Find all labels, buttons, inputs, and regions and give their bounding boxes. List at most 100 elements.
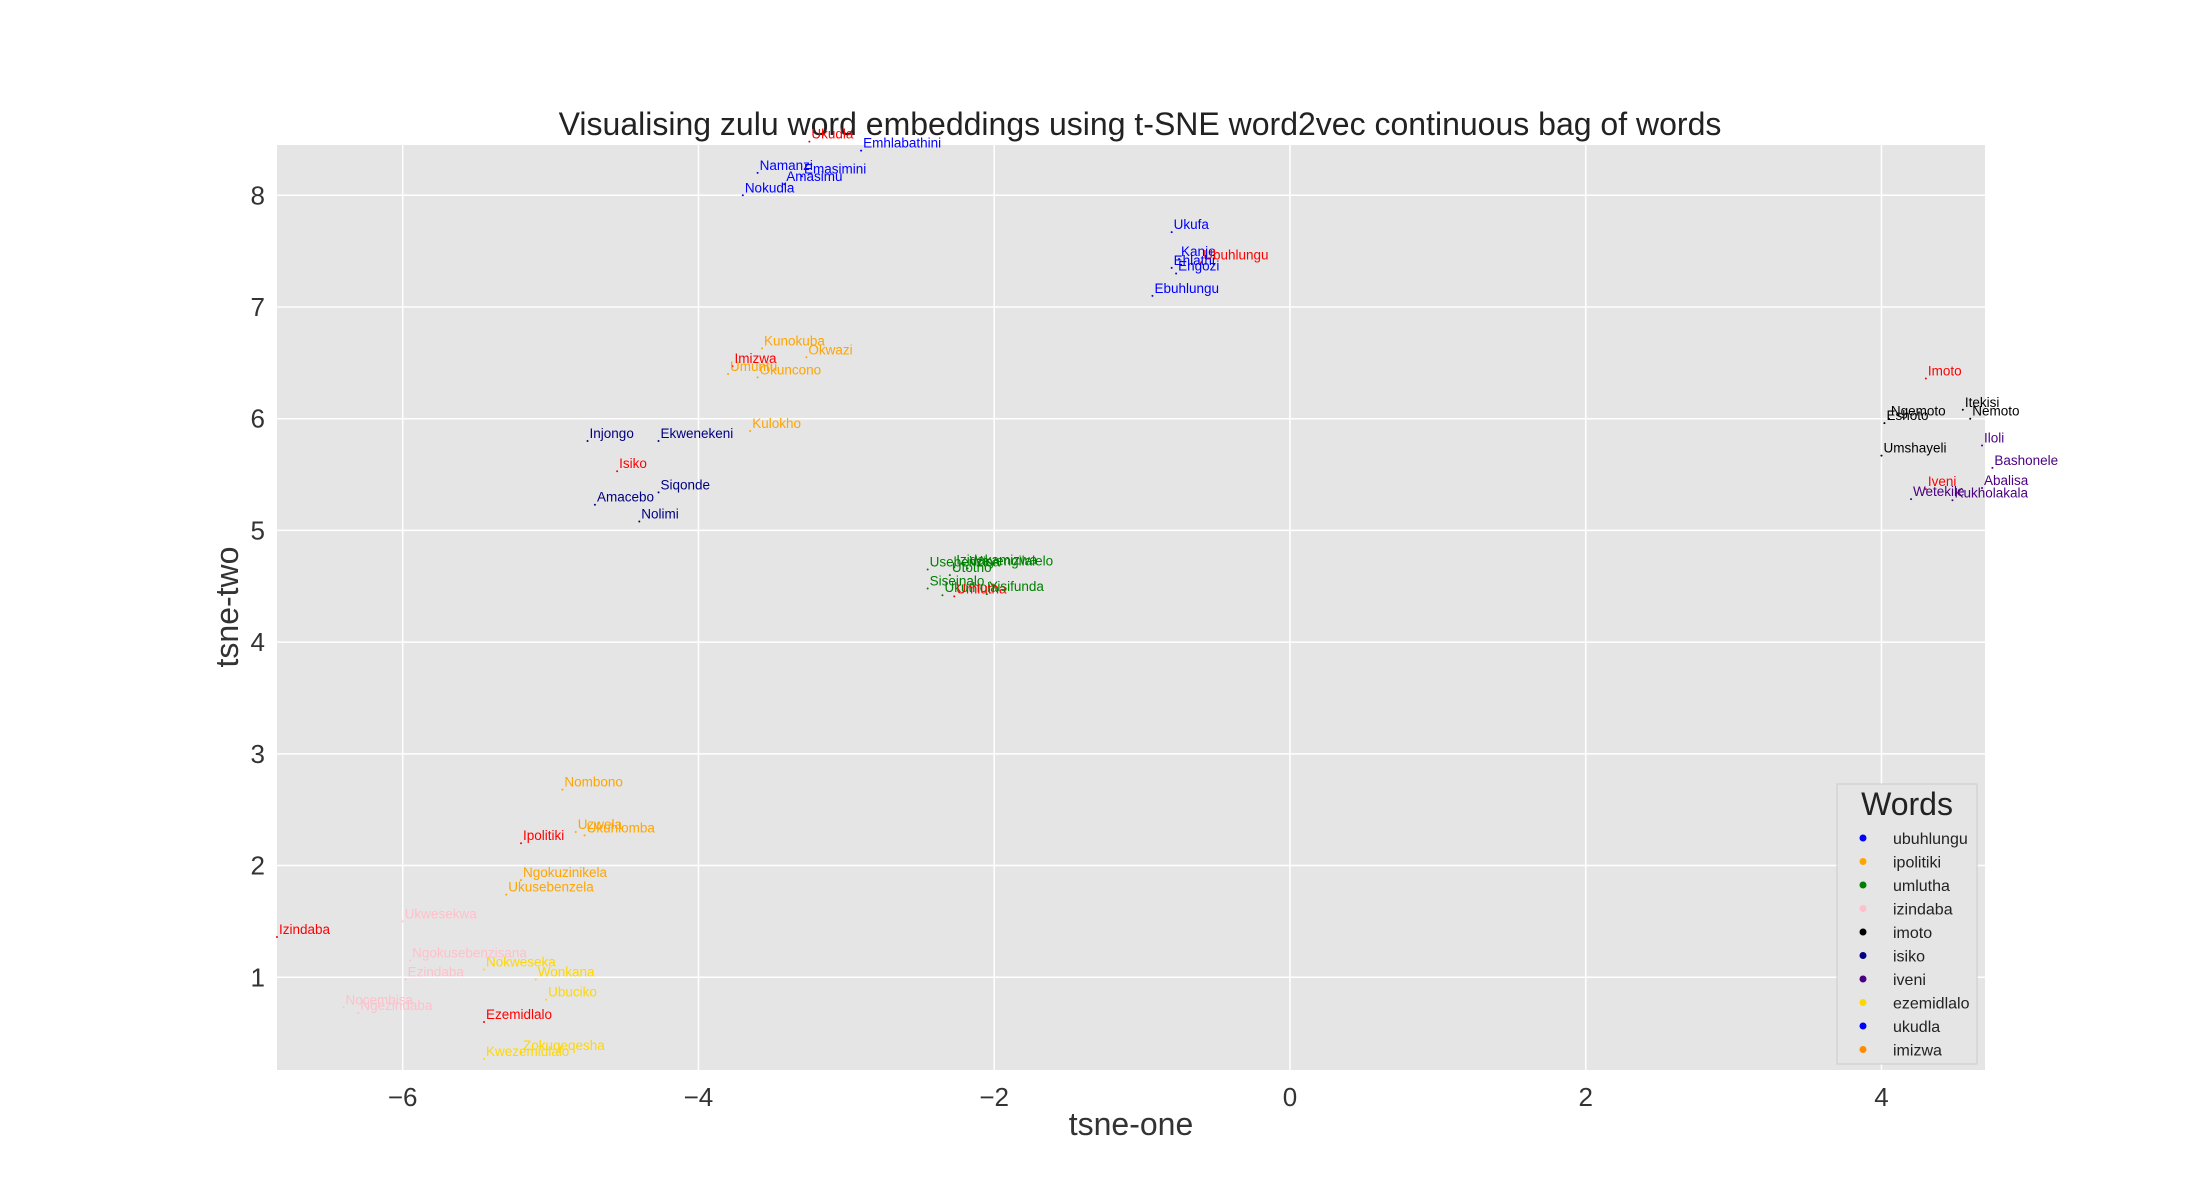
data-point bbox=[1910, 498, 1913, 501]
legend-entry-label: iveni bbox=[1893, 972, 1926, 989]
legend-box bbox=[1836, 783, 1978, 1065]
data-point bbox=[1924, 377, 1927, 380]
legend: Words ubuhlungu ipolitiki umlutha izindaba i… bbox=[1836, 783, 1978, 1065]
legend-marker bbox=[1859, 858, 1867, 865]
data-point bbox=[483, 968, 486, 971]
legend-entry-label: isiko bbox=[1893, 949, 1925, 966]
data-point bbox=[616, 470, 619, 473]
legend-marker bbox=[1859, 999, 1867, 1006]
legend-entry-label: umlutha bbox=[1893, 878, 1950, 895]
point-label: Nombono bbox=[564, 775, 623, 790]
point-label: Ezemidlalo bbox=[486, 1007, 552, 1022]
data-point bbox=[401, 920, 404, 923]
legend-entry-label: imizwa bbox=[1893, 1043, 1942, 1060]
point-label: Emhlabathini bbox=[863, 136, 941, 151]
point-label: Ekwenekeni bbox=[661, 426, 734, 441]
point-label: Okwazi bbox=[808, 342, 852, 357]
point-label: Kulokho bbox=[752, 416, 801, 431]
data-point bbox=[505, 893, 508, 896]
legend-marker bbox=[1859, 952, 1867, 959]
data-point bbox=[1880, 454, 1883, 457]
y-tick-label: 1 bbox=[251, 962, 265, 992]
data-point bbox=[1969, 417, 1972, 420]
point-label: Nokweseka bbox=[486, 954, 556, 969]
data-point bbox=[1951, 499, 1954, 502]
legend-marker bbox=[1859, 975, 1867, 983]
data-point bbox=[731, 365, 734, 368]
x-axis-label: tsne-one bbox=[1069, 1106, 1194, 1142]
point-label: Uzwela bbox=[578, 817, 623, 832]
x-tick-label: 0 bbox=[1283, 1082, 1297, 1112]
data-point bbox=[483, 1057, 486, 1060]
data-point bbox=[593, 503, 596, 506]
point-label: Ukwesekwa bbox=[405, 906, 478, 921]
y-tick-label: 7 bbox=[251, 292, 265, 322]
x-tick-label: 2 bbox=[1578, 1082, 1592, 1112]
point-label: Izindaba bbox=[279, 922, 331, 937]
data-point bbox=[1178, 257, 1181, 260]
point-label: Engozi bbox=[1178, 258, 1219, 273]
point-label: Ngezindaba bbox=[360, 998, 433, 1013]
point-label: Wetekile bbox=[1913, 484, 1965, 499]
point-label: Kukholakala bbox=[1954, 485, 2028, 500]
legend-marker bbox=[1859, 1022, 1867, 1030]
point-label: Nolimi bbox=[641, 506, 679, 521]
data-point bbox=[404, 978, 407, 981]
data-point bbox=[926, 568, 929, 571]
x-axis-ticks: −6 −4 −2 0 2 4 bbox=[388, 1082, 1889, 1112]
legend-entry-label: ipolitiki bbox=[1893, 855, 1941, 872]
legend-marker bbox=[1859, 1046, 1867, 1053]
data-point bbox=[520, 1052, 522, 1055]
grid-lines bbox=[277, 145, 1985, 1070]
data-point bbox=[342, 1006, 345, 1009]
data-point bbox=[808, 140, 811, 143]
point-label: Injongo bbox=[590, 426, 634, 441]
point-label: Ukufa bbox=[1174, 217, 1210, 232]
data-point bbox=[276, 936, 278, 939]
plot-area bbox=[277, 145, 1985, 1070]
point-label: Namanzi bbox=[760, 158, 813, 173]
point-label: Nemoto bbox=[1972, 404, 2019, 419]
data-point bbox=[657, 491, 660, 494]
data-point bbox=[1924, 488, 1927, 491]
point-label: Nokudla bbox=[745, 180, 795, 195]
point-label: Ngokuzinikela bbox=[523, 865, 608, 880]
data-point bbox=[586, 440, 589, 443]
data-point bbox=[749, 429, 752, 432]
y-axis-label: tsne-two bbox=[209, 547, 245, 668]
data-point bbox=[1883, 422, 1886, 425]
point-label: Ngokusebenzisana bbox=[412, 946, 527, 961]
data-point bbox=[741, 194, 744, 197]
legend-entry-label: izindaba bbox=[1893, 902, 1953, 919]
data-point bbox=[1175, 272, 1178, 275]
point-label: Ukuhlomba bbox=[587, 820, 656, 835]
data-point bbox=[1981, 486, 1984, 489]
point-label: Imoto bbox=[1928, 363, 1962, 378]
point-label: Ukuthola bbox=[944, 580, 998, 595]
data-point bbox=[520, 879, 522, 882]
y-tick-label: 3 bbox=[251, 739, 265, 769]
legend-entry-label: ezemidlalo bbox=[1893, 996, 1970, 1013]
data-point bbox=[409, 959, 412, 962]
point-label: Utotho bbox=[952, 560, 992, 575]
data-point bbox=[985, 593, 988, 596]
point-label: Amacebo bbox=[597, 490, 654, 505]
legend-marker bbox=[1859, 834, 1867, 842]
point-label: Wonkana bbox=[538, 965, 595, 980]
data-point bbox=[1981, 444, 1984, 447]
point-label: Imizwa bbox=[734, 351, 776, 366]
point-label: Ubuciko bbox=[548, 985, 597, 1000]
data-point bbox=[1887, 417, 1890, 420]
point-label: Itekisi bbox=[1965, 395, 2000, 410]
data-point bbox=[953, 595, 956, 598]
data-point bbox=[756, 376, 759, 379]
data-point bbox=[520, 842, 522, 845]
point-label: Ehlathi bbox=[1174, 253, 1215, 268]
point-label: Nocembisa bbox=[346, 992, 414, 1007]
data-point bbox=[638, 520, 641, 523]
x-tick-label: 4 bbox=[1874, 1082, 1888, 1112]
point-label: Eshoto bbox=[1886, 408, 1928, 423]
legend-marker bbox=[1859, 905, 1867, 912]
data-point bbox=[574, 831, 577, 834]
